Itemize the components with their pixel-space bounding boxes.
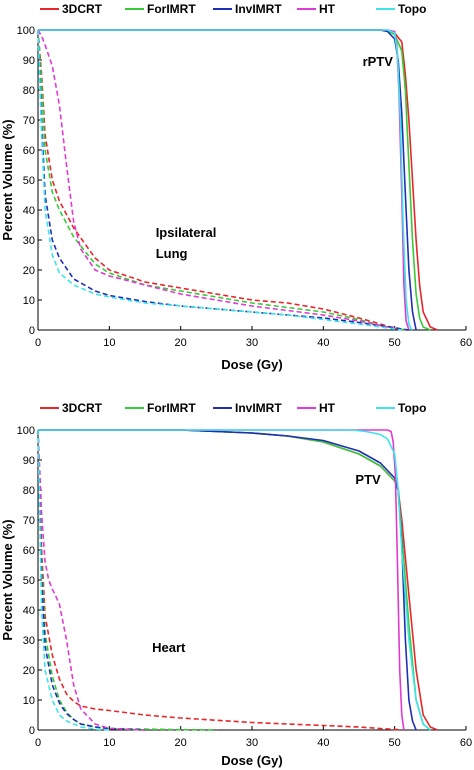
y-tick-label: 20 — [23, 665, 35, 677]
x-tick-label: 60 — [460, 737, 472, 749]
series-topo-rptv — [38, 29, 413, 331]
x-tick-label: 30 — [246, 337, 258, 349]
series-ht-ipsilateral-lung — [37, 29, 402, 331]
x-tick-label: 10 — [103, 337, 115, 349]
series-ht-heart — [37, 429, 146, 731]
x-tick-label: 60 — [460, 337, 472, 349]
series-ht-ptv — [38, 429, 405, 731]
legend-label-topo: Topo — [398, 401, 426, 415]
x-tick-label: 20 — [175, 737, 187, 749]
y-tick-label: 80 — [23, 85, 35, 97]
y-tick-label: 40 — [23, 205, 35, 217]
annotation-ipsilateral: Ipsilateral — [156, 225, 217, 240]
y-tick-label: 60 — [23, 545, 35, 557]
legend-label-forimrt: ForIMRT — [147, 2, 196, 16]
y-axis-label: Percent Volume (%) — [0, 119, 15, 240]
chart-panel-2: 0 10 20 30 40 50 60 0 10 20 30 40 50 60 70 80 90 100 Dose … — [0, 401, 472, 768]
y-tick-label: 0 — [29, 325, 35, 337]
annotation-heart: Heart — [152, 640, 186, 655]
y-tick-label: 30 — [23, 635, 35, 647]
annotation-lung: Lung — [156, 246, 188, 261]
annotation-rptv: rPTV — [363, 54, 394, 69]
y-tick-label: 60 — [23, 145, 35, 157]
legend-label-ht: HT — [319, 2, 336, 16]
y-tick-label: 100 — [17, 425, 35, 437]
x-axis-label: Dose (Gy) — [221, 357, 282, 372]
y-tick-label: 50 — [23, 575, 35, 587]
series-ht-rptv — [38, 29, 410, 331]
y-tick-label: 90 — [23, 455, 35, 467]
x-tick-label: 20 — [175, 337, 187, 349]
series-topo-heart — [37, 429, 110, 731]
annotation-ptv: PTV — [355, 472, 381, 487]
y-tick-label: 50 — [23, 175, 35, 187]
y-tick-label: 70 — [23, 515, 35, 527]
x-tick-label: 40 — [317, 737, 329, 749]
legend-label-invimrt: InvIMRT — [235, 401, 282, 415]
y-axis-label: Percent Volume (%) — [0, 519, 15, 640]
x-tick-label: 50 — [389, 337, 401, 349]
x-tick-label: 50 — [389, 737, 401, 749]
y-tick-label: 30 — [23, 235, 35, 247]
series-forimrt-ipsilateral-lung — [37, 29, 409, 331]
y-tick-label: 10 — [23, 695, 35, 707]
y-tick-label: 0 — [29, 725, 35, 737]
y-tick-label: 70 — [23, 115, 35, 127]
legend-label-ht: HT — [319, 401, 336, 415]
legend-label-invimrt: InvIMRT — [235, 2, 282, 16]
legend-label-3dcrt: 3DCRT — [62, 401, 103, 415]
y-tick-label: 20 — [23, 265, 35, 277]
series-invimrt-ipsilateral-lung — [37, 29, 410, 331]
series-forimrt-heart — [37, 429, 217, 731]
series-topo-ipsilateral-lung — [37, 29, 402, 331]
series-invimrt-rptv — [38, 29, 417, 331]
series-3dcrt-ipsilateral-lung — [37, 29, 409, 331]
series-invimrt-heart — [37, 429, 146, 731]
x-tick-label: 0 — [35, 737, 41, 749]
y-tick-label: 100 — [17, 25, 35, 37]
y-tick-label: 10 — [23, 295, 35, 307]
legend-label-3dcrt: 3DCRT — [62, 2, 103, 16]
y-tick-label: 90 — [23, 55, 35, 67]
series-topo-ptv — [38, 429, 431, 731]
chart-panel-1: 0 10 20 30 40 50 60 0 10 20 30 40 50 60 70 80 90 100 Dose … — [0, 2, 472, 372]
series-invimrt-ptv — [38, 429, 417, 731]
y-tick-label: 80 — [23, 485, 35, 497]
series-3dcrt-heart — [37, 429, 402, 731]
x-tick-label: 10 — [103, 737, 115, 749]
x-tick-label: 30 — [246, 737, 258, 749]
legend-label-topo: Topo — [398, 2, 426, 16]
x-tick-label: 40 — [317, 337, 329, 349]
x-tick-label: 0 — [35, 337, 41, 349]
series-3dcrt-rptv — [38, 29, 438, 331]
legend-label-forimrt: ForIMRT — [147, 401, 196, 415]
series-forimrt-rptv — [38, 29, 431, 331]
y-tick-label: 40 — [23, 605, 35, 617]
x-axis-label: Dose (Gy) — [221, 753, 282, 768]
